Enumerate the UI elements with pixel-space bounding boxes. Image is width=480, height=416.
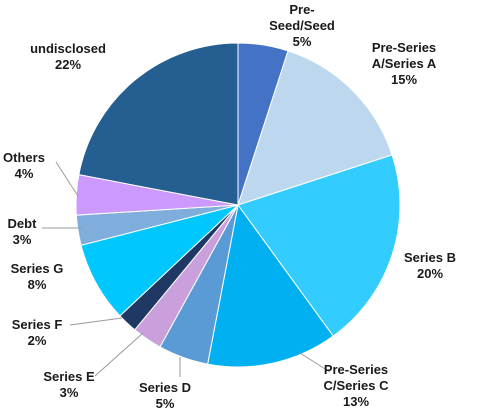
slice-value: 15% (391, 72, 417, 87)
slice-value: 2% (28, 333, 47, 348)
pie-slices (75, 42, 401, 368)
slice-name: Debt (8, 216, 38, 231)
pie-slice-series-b (237, 154, 401, 337)
leader-line (69, 317, 123, 326)
slice-label: Pre-Seed/Seed 5% (269, 2, 335, 49)
slice-label: Series F 2% (12, 317, 63, 348)
slice-name: Others (3, 150, 45, 165)
slice-value: 8% (28, 277, 47, 292)
slice-value: 3% (60, 385, 79, 400)
leader-line (94, 332, 144, 377)
slice-name: Seed/Seed (269, 18, 335, 33)
pie-slice-pre-series-a-series-a (237, 50, 393, 206)
slice-label: Pre-Series A/Series A 15% (372, 40, 437, 87)
slice-name: Series B (404, 250, 456, 265)
slice-value: 20% (417, 266, 443, 281)
slice-name: C/Series C (323, 378, 389, 393)
slice-name: Pre-Series (324, 362, 388, 377)
slice-name: A/Series A (372, 56, 437, 71)
slice-name: Series F (12, 317, 63, 332)
slice-name: Series D (139, 380, 191, 395)
slice-value: 5% (156, 396, 175, 411)
pie-slice-undisclosed (78, 42, 239, 206)
slice-value: 4% (15, 166, 34, 181)
slice-value: 13% (343, 394, 369, 409)
slice-label: Debt 3% (8, 216, 38, 247)
pie-slice-pre-series-c-series-c (207, 203, 334, 368)
slice-name: undisclosed (30, 41, 106, 56)
slice-label: Others 4% (3, 150, 45, 181)
slice-value: 3% (13, 232, 32, 247)
slice-value: 22% (55, 57, 81, 72)
slice-label: Series B 20% (404, 250, 456, 281)
slice-name: Pre- (289, 2, 314, 17)
slice-name: Series G (11, 261, 64, 276)
leader-line (55, 161, 79, 197)
slice-label: undisclosed 22% (30, 41, 106, 72)
slice-label: Series E 3% (43, 369, 95, 400)
slice-name: Pre-Series (372, 40, 436, 55)
slice-label: Pre-Series C/Series C 13% (323, 362, 389, 409)
slice-label: Series G 8% (11, 261, 64, 292)
leader-lines (42, 161, 331, 377)
slice-labels: Pre-Seed/Seed 5% Pre-Series A/Series A 15%Se… (3, 2, 456, 411)
slice-label: Series D 5% (139, 380, 191, 411)
slice-name: Series E (43, 369, 95, 384)
slice-value: 5% (293, 34, 312, 49)
leader-line (299, 352, 331, 373)
